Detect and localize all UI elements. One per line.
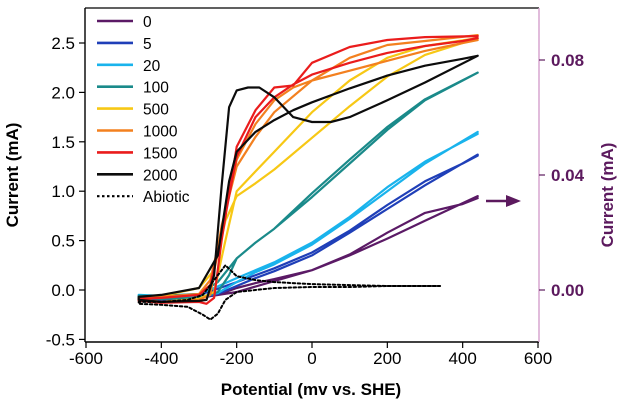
axes-layer: -600 -400 -200 0 200 400 600 -0.5 0.0 0.5 1.0 1.5 2.… — [46, 34, 585, 368]
x-tick-label: -400 — [144, 349, 178, 368]
legend-label-abiotic: Abiotic — [143, 189, 190, 206]
y2-axis-title: Current (mA) — [598, 143, 617, 248]
series-line-5 — [137, 153, 479, 301]
x-tick-label: 400 — [448, 349, 476, 368]
series-line-20 — [137, 130, 479, 299]
legend-label-1500: 1500 — [143, 145, 178, 162]
series-line-2000 — [137, 54, 479, 303]
y-tick-label: 0.5 — [51, 232, 75, 251]
legend-label-20: 20 — [143, 58, 161, 75]
series-line-0 — [137, 195, 479, 302]
series-line-100 — [137, 71, 479, 300]
legend-label-0: 0 — [143, 14, 152, 31]
y-tick-label: 2.0 — [51, 83, 75, 102]
y2-tick-label: 0.04 — [551, 166, 585, 185]
y-tick-label: 2.5 — [51, 34, 75, 53]
x-tick-label: 600 — [524, 349, 552, 368]
series-line-1500 — [137, 34, 479, 305]
series-line-1000 — [137, 33, 479, 303]
x-tick-label: -600 — [69, 349, 103, 368]
y2-tick-label: 0.08 — [551, 51, 584, 70]
y-tick-label: -0.5 — [46, 330, 75, 349]
x-tick-label: 200 — [373, 349, 401, 368]
x-tick-label: 0 — [307, 349, 316, 368]
legend-label-500: 500 — [143, 102, 169, 119]
series-line-abiotic — [137, 264, 442, 321]
y-tick-label: 0.0 — [51, 281, 75, 300]
series-layer — [137, 33, 479, 321]
legend: 0 5 20 100 500 1000 1500 2000 Abiotic — [97, 14, 190, 206]
legend-label-100: 100 — [143, 80, 169, 97]
legend-label-2000: 2000 — [143, 167, 178, 184]
y-tick-label: 1.5 — [51, 133, 75, 152]
legend-label-1000: 1000 — [143, 124, 178, 141]
legend-label-5: 5 — [143, 36, 152, 53]
y-axis-title: Current (mA) — [3, 123, 22, 228]
x-axis-title: Potential (mv vs. SHE) — [221, 380, 401, 399]
x-tick-label: -200 — [220, 349, 254, 368]
y-tick-label: 1.0 — [51, 182, 75, 201]
y2-tick-label: 0.00 — [551, 281, 584, 300]
axis-arrow-head — [506, 195, 521, 207]
